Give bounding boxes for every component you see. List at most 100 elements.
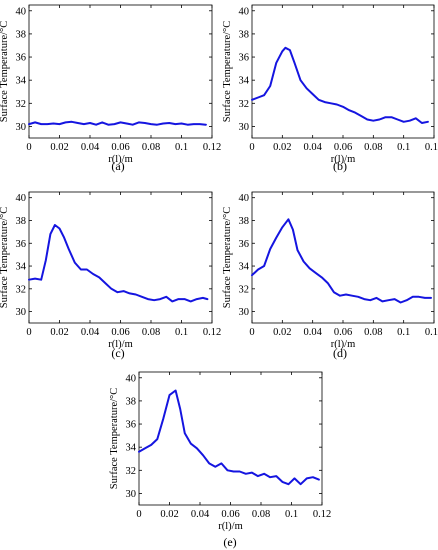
- y-tick-label: 38: [16, 216, 27, 227]
- data-point: [385, 117, 386, 118]
- y-tick-label: 38: [16, 29, 27, 40]
- data-point: [312, 94, 313, 95]
- x-axis-label: r(l)/m: [331, 154, 356, 165]
- x-tick-label: 0.1: [397, 142, 410, 153]
- data-point: [150, 124, 151, 125]
- temperature-series-line: [28, 224, 209, 303]
- data-point: [258, 97, 259, 98]
- x-tick-label: 0: [249, 142, 254, 153]
- y-tick-label: 40: [126, 373, 137, 384]
- data-point: [373, 120, 374, 121]
- y-tick-label: 36: [16, 53, 27, 64]
- y-axis-label: Surface Temperature/°C: [0, 21, 10, 123]
- x-axis-label: r(l)/m: [218, 521, 243, 532]
- x-axis-label: r(l)/m: [331, 339, 356, 350]
- plot-frame: [28, 4, 213, 139]
- chart-panel-4: 0 0.02 0.04 0.06 0.08 0.1 0.12 30 32 34 36 38 40 r(l)…: [222, 191, 438, 360]
- data-point: [184, 299, 185, 300]
- y-tick-label: 32: [16, 284, 27, 295]
- data-point: [318, 99, 319, 100]
- data-point: [199, 124, 200, 125]
- data-point: [50, 234, 51, 235]
- data-point: [270, 248, 271, 249]
- x-tick-label: 0.08: [142, 142, 160, 153]
- data-point: [289, 50, 290, 51]
- data-point: [105, 283, 106, 284]
- data-point: [175, 124, 176, 125]
- data-point: [138, 122, 139, 123]
- data-point: [89, 122, 90, 123]
- y-tick-label: 40: [16, 193, 27, 204]
- data-point: [294, 62, 295, 63]
- data-point: [270, 477, 271, 478]
- data-point: [54, 224, 55, 225]
- data-point: [333, 292, 334, 293]
- y-tick-label: 36: [239, 239, 250, 250]
- data-point: [312, 477, 313, 478]
- plot-frame: [28, 191, 213, 324]
- x-tick-label: 0.04: [191, 509, 210, 520]
- x-tick-label: 0.08: [364, 327, 382, 338]
- y-tick-label: 36: [126, 420, 137, 431]
- data-point: [221, 463, 222, 464]
- x-tick-label: 0.08: [364, 142, 382, 153]
- x-tick-label: 0: [136, 509, 141, 520]
- y-tick-label: 36: [16, 239, 27, 250]
- y-tick-label: 30: [239, 122, 250, 133]
- x-axis-label: r(l)/m: [108, 339, 133, 350]
- data-point: [169, 395, 170, 396]
- panel-label: (d): [333, 346, 347, 360]
- data-point: [53, 123, 54, 124]
- data-point: [93, 273, 94, 274]
- data-point: [282, 227, 283, 228]
- x-tick-label: 0.1: [175, 327, 188, 338]
- x-tick-label: 0.08: [142, 327, 160, 338]
- data-point: [28, 124, 29, 125]
- data-point: [80, 269, 81, 270]
- chart-panel-1: 0 0.02 0.04 0.06 0.08 0.1 0.12 30 32 34 36 38 40 r(l)…: [0, 4, 221, 173]
- data-point: [202, 297, 203, 298]
- y-tick-label: 30: [16, 307, 27, 318]
- data-point: [86, 269, 87, 270]
- temperature-series-line: [28, 120, 207, 126]
- data-point: [41, 279, 42, 280]
- data-point: [358, 296, 359, 297]
- data-point: [157, 439, 158, 440]
- data-point: [190, 301, 191, 302]
- y-tick-label: 32: [239, 99, 250, 110]
- data-point: [349, 110, 350, 111]
- data-point: [282, 51, 283, 52]
- data-point: [321, 277, 322, 278]
- x-tick-label: 0.12: [425, 142, 438, 153]
- data-point: [181, 123, 182, 124]
- y-tick-label: 40: [16, 6, 27, 17]
- x-tick-label: 0.06: [334, 142, 352, 153]
- x-tick-label: 0.1: [175, 142, 188, 153]
- data-point: [251, 472, 252, 473]
- data-point: [77, 122, 78, 123]
- panel-label: (a): [111, 159, 124, 173]
- data-point: [35, 278, 36, 279]
- data-point: [361, 115, 362, 116]
- data-point: [276, 62, 277, 63]
- panel-label: (c): [111, 346, 124, 360]
- data-point: [47, 124, 48, 125]
- data-point: [276, 237, 277, 238]
- data-point: [147, 299, 148, 300]
- data-point: [379, 119, 380, 120]
- data-point: [382, 301, 383, 302]
- y-axis-label: Surface Temperature/°C: [109, 388, 120, 490]
- data-point: [412, 296, 413, 297]
- data-point: [129, 293, 130, 294]
- x-tick-label: 0.1: [397, 327, 410, 338]
- data-point: [96, 124, 97, 125]
- data-point: [421, 122, 422, 123]
- data-point: [126, 123, 127, 124]
- y-tick-label: 30: [16, 122, 27, 133]
- data-point: [409, 120, 410, 121]
- data-point: [370, 300, 371, 301]
- x-tick-label: 0.02: [273, 142, 291, 153]
- data-point: [193, 124, 194, 125]
- data-point: [324, 102, 325, 103]
- data-point: [394, 299, 395, 300]
